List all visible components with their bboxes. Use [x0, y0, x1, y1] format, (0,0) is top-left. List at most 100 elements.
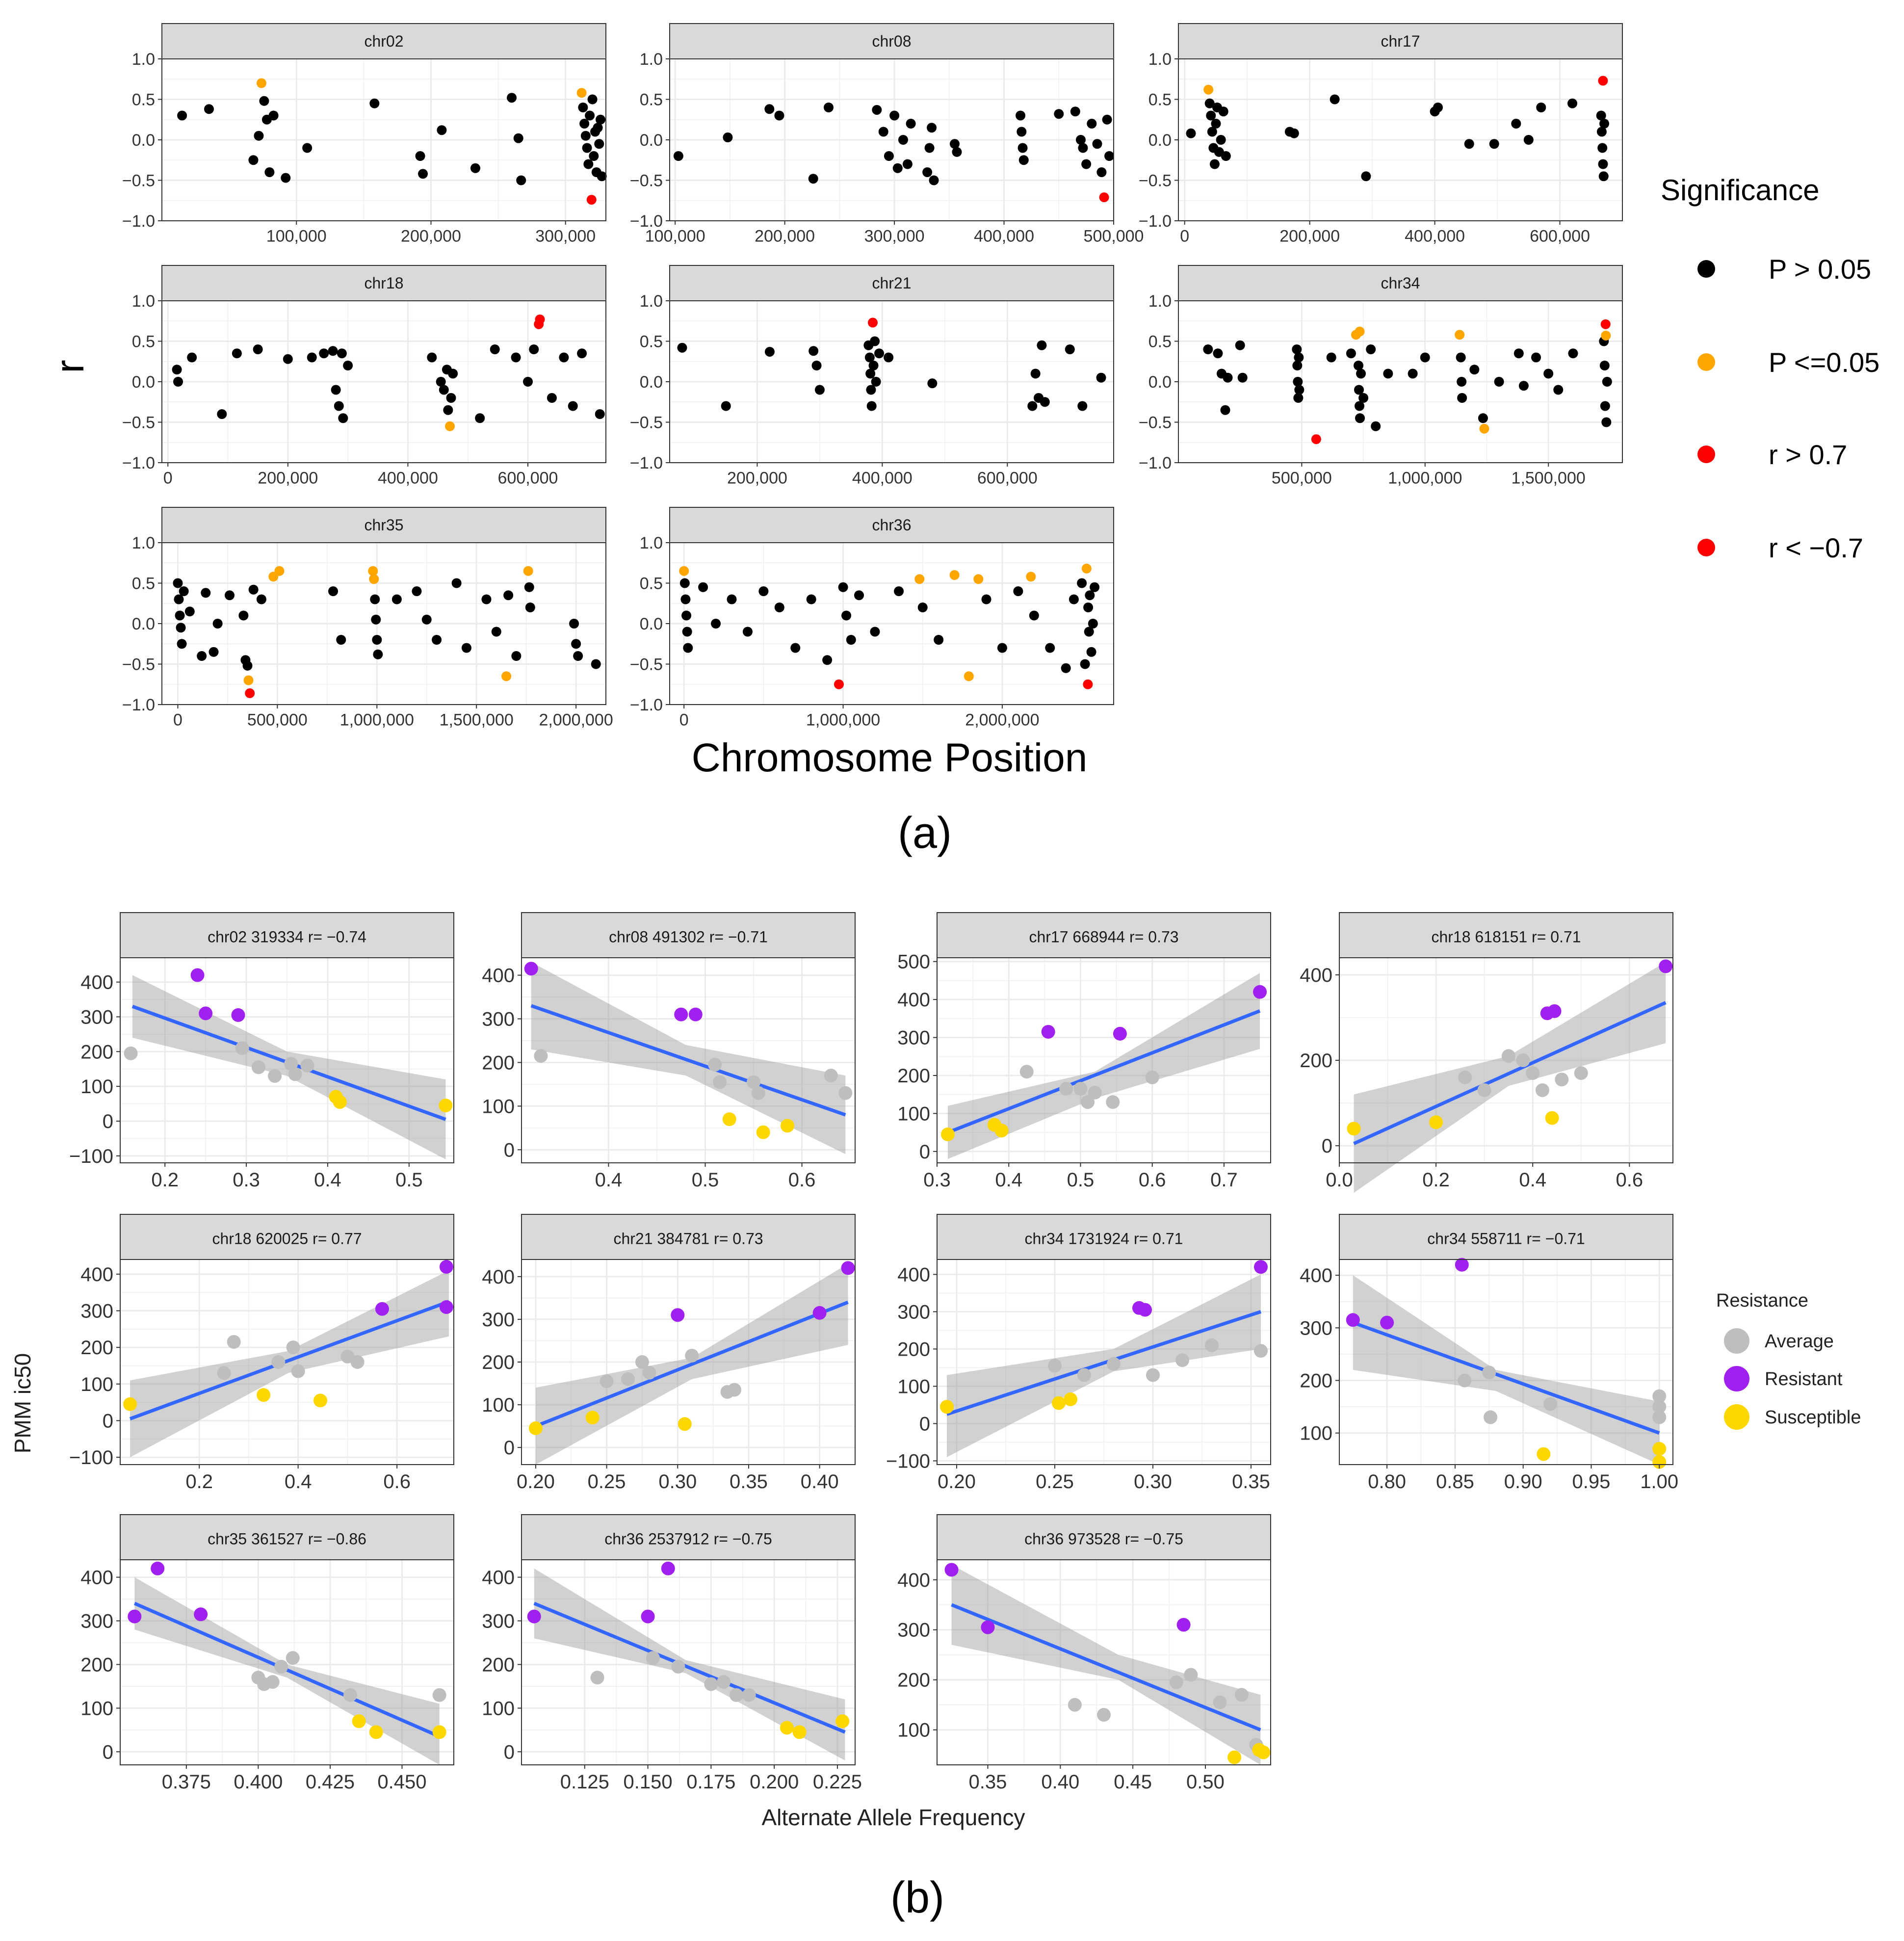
x-tick-label: 0.35 — [730, 1471, 768, 1493]
data-point — [436, 377, 446, 387]
data-point — [1221, 151, 1231, 161]
data-point — [713, 1075, 727, 1089]
data-point — [864, 352, 875, 363]
y-tick-label: −1.0 — [122, 454, 155, 472]
data-point — [580, 131, 591, 141]
data-points — [528, 1261, 855, 1435]
y-tick-label: 200 — [482, 1654, 515, 1676]
data-point — [174, 594, 184, 604]
data-point — [300, 1058, 314, 1073]
facet-strip — [1339, 1214, 1673, 1260]
y-tick-label: 100 — [482, 1698, 515, 1719]
x-tick-label: 1,500,000 — [440, 711, 514, 730]
data-point — [490, 344, 500, 354]
y-tick-label: 100 — [897, 1103, 930, 1125]
data-point — [595, 409, 605, 419]
data-point — [1213, 348, 1223, 359]
data-point — [256, 78, 266, 88]
data-point — [1555, 1073, 1569, 1087]
x-tick-label: 0.2 — [1422, 1169, 1450, 1191]
data-point — [874, 348, 885, 359]
data-point — [1482, 1365, 1496, 1380]
legend-label-p-le-005: P <=0.05 — [1769, 347, 1879, 378]
data-point — [370, 594, 380, 604]
data-point — [927, 378, 938, 389]
x-tick-label: 400,000 — [852, 469, 913, 488]
facet-strip-label: chr18 — [364, 274, 403, 292]
data-point — [242, 660, 253, 671]
data-point — [547, 393, 557, 403]
data-point — [516, 175, 526, 185]
facet-chr18-618151-r-0-71: chr18 618151 r= 0.71 0 200 400 0.0 0.2 0.4 0.6 — [1300, 912, 1673, 1193]
data-points — [172, 314, 605, 431]
data-point — [1092, 139, 1102, 149]
data-point — [585, 110, 595, 121]
data-points — [1346, 1258, 1667, 1469]
data-points — [173, 566, 601, 698]
legend-label-r-lt-neg07: r < −0.7 — [1769, 532, 1863, 563]
data-point — [265, 1675, 280, 1689]
data-point — [1145, 1070, 1159, 1084]
data-point — [682, 627, 692, 637]
data-point — [375, 1302, 389, 1316]
y-tick-label: −1.0 — [630, 696, 663, 714]
y-tick-label: 300 — [482, 1611, 515, 1632]
data-point — [179, 586, 189, 596]
data-point — [1061, 663, 1071, 673]
facet-strip-label: chr02 319334 r= −0.74 — [208, 928, 366, 946]
confidence-band — [1354, 962, 1666, 1193]
data-point — [268, 110, 279, 121]
facet-strip — [669, 23, 1114, 59]
data-point — [1455, 330, 1465, 340]
data-point — [328, 346, 338, 356]
data-point — [1069, 594, 1079, 604]
data-point — [1456, 352, 1466, 363]
data-point — [439, 385, 449, 395]
data-point — [721, 401, 731, 411]
x-tick-label: 0.2 — [185, 1471, 213, 1493]
data-point — [1205, 1338, 1219, 1352]
data-point — [1068, 1698, 1082, 1712]
legend-key-r-gt-07 — [1697, 446, 1715, 463]
data-point — [814, 385, 825, 395]
y-tick-label: 300 — [80, 1611, 113, 1632]
data-point — [723, 132, 733, 143]
data-point — [1537, 1447, 1551, 1461]
data-point — [123, 1397, 137, 1411]
data-point — [369, 1725, 383, 1739]
data-point — [569, 619, 579, 629]
data-point — [1085, 590, 1095, 601]
data-point — [1253, 985, 1267, 999]
x-tick-label: 500,000 — [1084, 227, 1144, 246]
data-point — [177, 110, 187, 121]
plot-border — [120, 957, 454, 1163]
data-point — [1494, 377, 1504, 387]
data-point — [1358, 393, 1369, 403]
data-point — [1568, 348, 1578, 359]
data-point — [224, 590, 235, 601]
data-point — [671, 1659, 685, 1674]
data-point — [1080, 659, 1090, 669]
data-points — [940, 985, 1267, 1141]
facet-chr34-558711-r-0-71: chr34 558711 r= −0.71 100 200 300 400 0.80 0.8… — [1300, 1214, 1678, 1493]
data-point — [727, 594, 737, 604]
y-tick-label: 0 — [1322, 1135, 1332, 1157]
facet-chr18-620025-r-0-77: chr18 620025 r= 0.77 −100 0 100 200 300 400 0.2… — [69, 1214, 454, 1493]
data-point — [711, 619, 721, 629]
data-point — [780, 1721, 794, 1735]
resistance-legend: Resistance Average Resistant Susceptible — [1716, 1290, 1861, 1430]
data-point — [451, 578, 462, 588]
regression-line — [1352, 1321, 1660, 1435]
facet-strip — [669, 507, 1114, 543]
data-point — [248, 155, 259, 165]
data-point — [577, 348, 587, 359]
x-tick-label: 0.25 — [588, 1471, 626, 1493]
y-tick-label: 100 — [897, 1376, 930, 1397]
data-point — [1601, 417, 1612, 427]
facet-chr36-2537912-r-0-75: chr36 2537912 r= −0.75 0 100 200 300 400 0.125… — [482, 1514, 862, 1793]
facet-chr34: chr34 −1.0 −0.5 0.0 0.5 1.0 500,000 1,000,000 1,… — [1139, 265, 1623, 488]
data-point — [812, 1306, 827, 1320]
data-point — [681, 610, 692, 621]
data-point — [1652, 1442, 1667, 1456]
y-tick-label: 0.0 — [1148, 373, 1172, 392]
